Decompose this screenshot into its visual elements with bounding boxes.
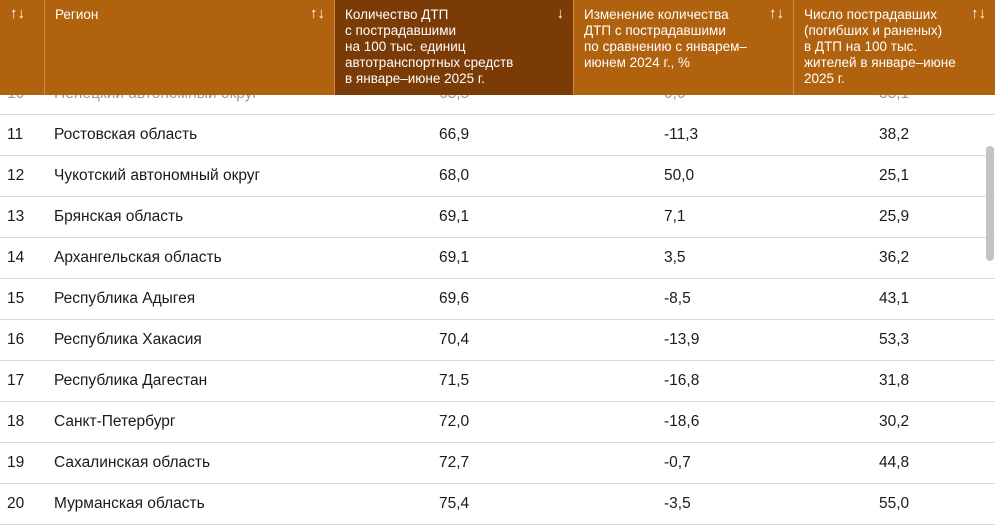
sort-icon[interactable]: ↑↓ <box>971 5 986 22</box>
table-row: 16 Республика Хакасия 70,4 -13,9 53,3 <box>0 320 995 361</box>
row-victims-value: 25,9 <box>879 208 910 225</box>
row-number: 19 <box>7 454 25 471</box>
table-row: 10 Ненецкий автономный округ 65,5 0,0 35… <box>0 95 995 115</box>
row-region: Брянская область <box>54 208 184 225</box>
row-victims-value: 43,1 <box>879 290 910 307</box>
sort-icon[interactable]: ↑↓ <box>10 5 25 22</box>
row-number: 20 <box>7 495 25 512</box>
table-row: 20 Мурманская область 75,4 -3,5 55,0 <box>0 484 995 525</box>
row-number: 17 <box>7 372 25 389</box>
row-dtp-value: 69,1 <box>439 249 470 266</box>
row-region: Санкт-Петербург <box>54 413 176 430</box>
table-row: 19 Сахалинская область 72,7 -0,7 44,8 <box>0 443 995 484</box>
row-change-value: -3,5 <box>664 495 691 512</box>
row-region: Чукотский автономный округ <box>54 167 261 184</box>
row-victims-value: 36,2 <box>879 249 910 266</box>
row-dtp-value: 69,1 <box>439 208 470 225</box>
row-number: 13 <box>7 208 25 225</box>
row-change-value: -8,5 <box>664 290 691 307</box>
vertical-scrollbar[interactable] <box>986 146 994 261</box>
row-number: 15 <box>7 290 25 307</box>
table-row: 15 Республика Адыгея 69,6 -8,5 43,1 <box>0 279 995 320</box>
column-header-dtp[interactable]: Количество ДТП с пострадавшими на 100 ты… <box>335 0 574 95</box>
row-change-value: -11,3 <box>664 126 699 143</box>
row-dtp-value: 72,7 <box>439 454 470 471</box>
column-header-region[interactable]: Регион ↑↓ <box>45 0 335 95</box>
column-header-number[interactable]: ↑↓ <box>0 0 45 95</box>
table-header: ↑↓ Регион ↑↓ Количество ДТП с пострадавш… <box>0 0 995 95</box>
row-change-value: 3,5 <box>664 249 686 266</box>
row-dtp-value: 71,5 <box>439 372 470 389</box>
table-row: 11 Ростовская область 66,9 -11,3 38,2 <box>0 115 995 156</box>
row-dtp-value: 70,4 <box>439 331 470 348</box>
column-header-victims[interactable]: Число пострадавших (погибших и раненых) … <box>794 0 995 95</box>
table-row: 13 Брянская область 69,1 7,1 25,9 <box>0 197 995 238</box>
row-region: Республика Хакасия <box>54 331 202 348</box>
row-victims-value: 25,1 <box>879 167 910 184</box>
row-victims-value: 38,2 <box>879 126 910 143</box>
row-change-value: 7,1 <box>664 208 686 225</box>
row-dtp-value: 75,4 <box>439 495 470 512</box>
row-region: Архангельская область <box>54 249 222 266</box>
table-row: 17 Республика Дагестан 71,5 -16,8 31,8 <box>0 361 995 402</box>
row-region: Республика Адыгея <box>54 290 196 307</box>
sort-icon[interactable]: ↑↓ <box>769 5 784 22</box>
table-body: 10 Ненецкий автономный округ 65,5 0,0 35… <box>0 95 995 525</box>
row-number: 10 <box>0 95 45 103</box>
row-number: 11 <box>7 126 24 143</box>
table-row: 14 Архангельская область 69,1 3,5 36,2 <box>0 238 995 279</box>
column-header-label: Количество ДТП с пострадавшими на 100 ты… <box>345 7 514 86</box>
row-change-value: 0,0 <box>574 95 794 103</box>
row-change-value: -18,6 <box>664 413 700 430</box>
column-header-label: Число пострадавших (погибших и раненых) … <box>804 7 956 86</box>
column-header-label: Регион <box>55 7 99 22</box>
row-victims-value: 53,3 <box>879 331 910 348</box>
row-victims-value: 31,8 <box>879 372 910 389</box>
row-number: 16 <box>7 331 25 348</box>
table-row: 12 Чукотский автономный округ 68,0 50,0 25,1 <box>0 156 995 197</box>
row-number: 14 <box>7 249 25 266</box>
row-region: Республика Дагестан <box>54 372 208 389</box>
row-dtp-value: 72,0 <box>439 413 470 430</box>
row-number: 12 <box>7 167 25 184</box>
row-region: Сахалинская область <box>54 454 211 471</box>
table-row: 18 Санкт-Петербург 72,0 -18,6 30,2 <box>0 402 995 443</box>
row-victims-value: 30,2 <box>879 413 910 430</box>
row-change-value: -0,7 <box>664 454 691 471</box>
row-region: Мурманская область <box>54 495 205 512</box>
row-region: Ненецкий автономный округ <box>45 95 335 103</box>
row-dtp-value: 69,6 <box>439 290 470 307</box>
row-victims-value: 55,0 <box>879 495 910 512</box>
row-change-value: 50,0 <box>664 167 695 184</box>
row-change-value: -16,8 <box>664 372 700 389</box>
row-number: 18 <box>7 413 25 430</box>
row-victims-value: 35,1 <box>794 95 995 103</box>
row-dtp-value: 66,9 <box>439 126 470 143</box>
row-dtp-value: 65,5 <box>335 95 574 103</box>
row-change-value: -13,9 <box>664 331 700 348</box>
row-dtp-value: 68,0 <box>439 167 470 184</box>
column-header-label: Изменение количества ДТП с пострадавшими… <box>584 7 747 70</box>
column-header-change[interactable]: Изменение количества ДТП с пострадавшими… <box>574 0 794 95</box>
sort-desc-icon[interactable]: ↓ <box>556 5 565 22</box>
row-region: Ростовская область <box>54 126 198 143</box>
sort-icon[interactable]: ↑↓ <box>310 5 325 22</box>
row-victims-value: 44,8 <box>879 454 910 471</box>
